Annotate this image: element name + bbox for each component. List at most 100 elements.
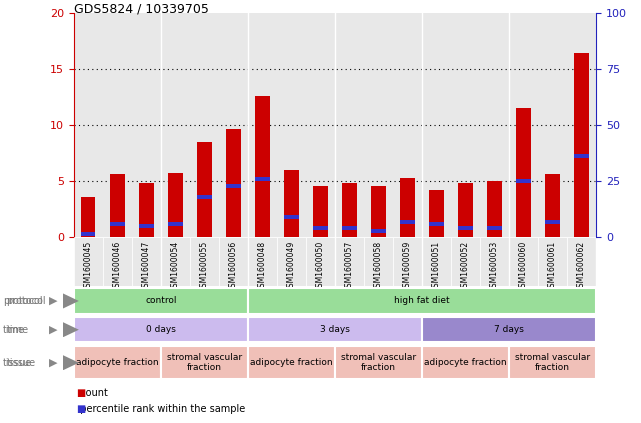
Bar [567,237,596,286]
Bar [81,197,96,237]
Bar [132,237,161,286]
Text: protocol: protocol [6,296,46,306]
Bar [248,346,335,379]
Bar [516,108,531,237]
Bar [516,179,531,183]
Bar [306,237,335,286]
Text: GSM1600047: GSM1600047 [142,241,151,292]
Bar [422,346,509,379]
Text: GSM1600058: GSM1600058 [374,241,383,292]
Bar [219,237,248,286]
Text: GSM1600050: GSM1600050 [316,241,325,292]
Text: stromal vascular
fraction: stromal vascular fraction [341,353,416,372]
Text: high fat diet: high fat diet [394,297,450,305]
Text: ▶: ▶ [49,296,58,306]
Text: GSM1600054: GSM1600054 [171,241,179,292]
Text: stromal vascular
fraction: stromal vascular fraction [167,353,242,372]
Bar [226,129,240,237]
Bar [422,237,451,286]
Text: time: time [6,325,29,335]
Bar [168,222,183,226]
Bar [168,173,183,237]
Bar [161,237,190,286]
Bar [480,237,509,286]
Bar [400,220,415,223]
Bar [139,224,154,228]
Text: adipocyte fraction: adipocyte fraction [250,358,333,367]
Bar [400,178,415,237]
Polygon shape [63,322,79,338]
Bar [509,237,538,286]
Bar [74,317,248,342]
Bar [81,232,96,236]
Bar [161,346,248,379]
Bar [538,237,567,286]
Text: GSM1600059: GSM1600059 [403,241,412,292]
Bar [74,237,103,286]
Bar [429,190,444,237]
Bar [190,237,219,286]
Bar [197,195,212,199]
Polygon shape [63,294,79,309]
Bar [342,226,356,230]
Text: ▶: ▶ [49,325,58,335]
Text: percentile rank within the sample: percentile rank within the sample [74,404,245,414]
Bar [487,226,502,230]
Bar [284,215,299,219]
Bar [335,346,422,379]
Text: GSM1600049: GSM1600049 [287,241,296,292]
Text: GSM1600052: GSM1600052 [461,241,470,292]
Bar [313,226,328,230]
Text: GSM1600051: GSM1600051 [432,241,441,292]
Text: ■: ■ [76,404,85,414]
Text: GSM1600055: GSM1600055 [200,241,209,292]
Text: time: time [3,325,26,335]
Text: adipocyte fraction: adipocyte fraction [424,358,507,367]
Bar [545,220,560,223]
Bar [248,288,596,313]
Bar [255,177,270,181]
Bar [255,96,270,237]
Bar [313,186,328,237]
Bar [248,317,422,342]
Text: tissue: tissue [6,358,35,368]
Text: control: control [145,297,176,305]
Bar [371,186,386,237]
Text: GSM1600062: GSM1600062 [577,241,586,292]
Text: GSM1600056: GSM1600056 [229,241,238,292]
Text: ■: ■ [76,388,85,398]
Bar [110,222,124,226]
Text: 0 days: 0 days [146,325,176,334]
Text: GDS5824 / 10339705: GDS5824 / 10339705 [74,2,208,15]
Bar [277,237,306,286]
Bar [574,53,589,237]
Bar [342,184,356,237]
Text: count: count [74,388,108,398]
Text: GSM1600045: GSM1600045 [84,241,93,292]
Polygon shape [63,355,79,371]
Bar [451,237,480,286]
Bar [422,317,596,342]
Bar [458,184,473,237]
Bar [371,228,386,233]
Bar [139,184,154,237]
Bar [458,226,473,230]
Bar [364,237,393,286]
Bar [429,222,444,226]
Text: GSM1600057: GSM1600057 [345,241,354,292]
Text: 3 days: 3 days [320,325,350,334]
Text: tissue: tissue [3,358,32,368]
Bar [74,288,248,313]
Text: GSM1600048: GSM1600048 [258,241,267,292]
Bar [226,184,240,188]
Bar [110,174,124,237]
Text: adipocyte fraction: adipocyte fraction [76,358,158,367]
Bar [103,237,132,286]
Text: GSM1600061: GSM1600061 [548,241,557,292]
Text: GSM1600046: GSM1600046 [113,241,122,292]
Text: GSM1600053: GSM1600053 [490,241,499,292]
Text: stromal vascular
fraction: stromal vascular fraction [515,353,590,372]
Bar [248,237,277,286]
Bar [197,142,212,237]
Text: protocol: protocol [3,296,43,306]
